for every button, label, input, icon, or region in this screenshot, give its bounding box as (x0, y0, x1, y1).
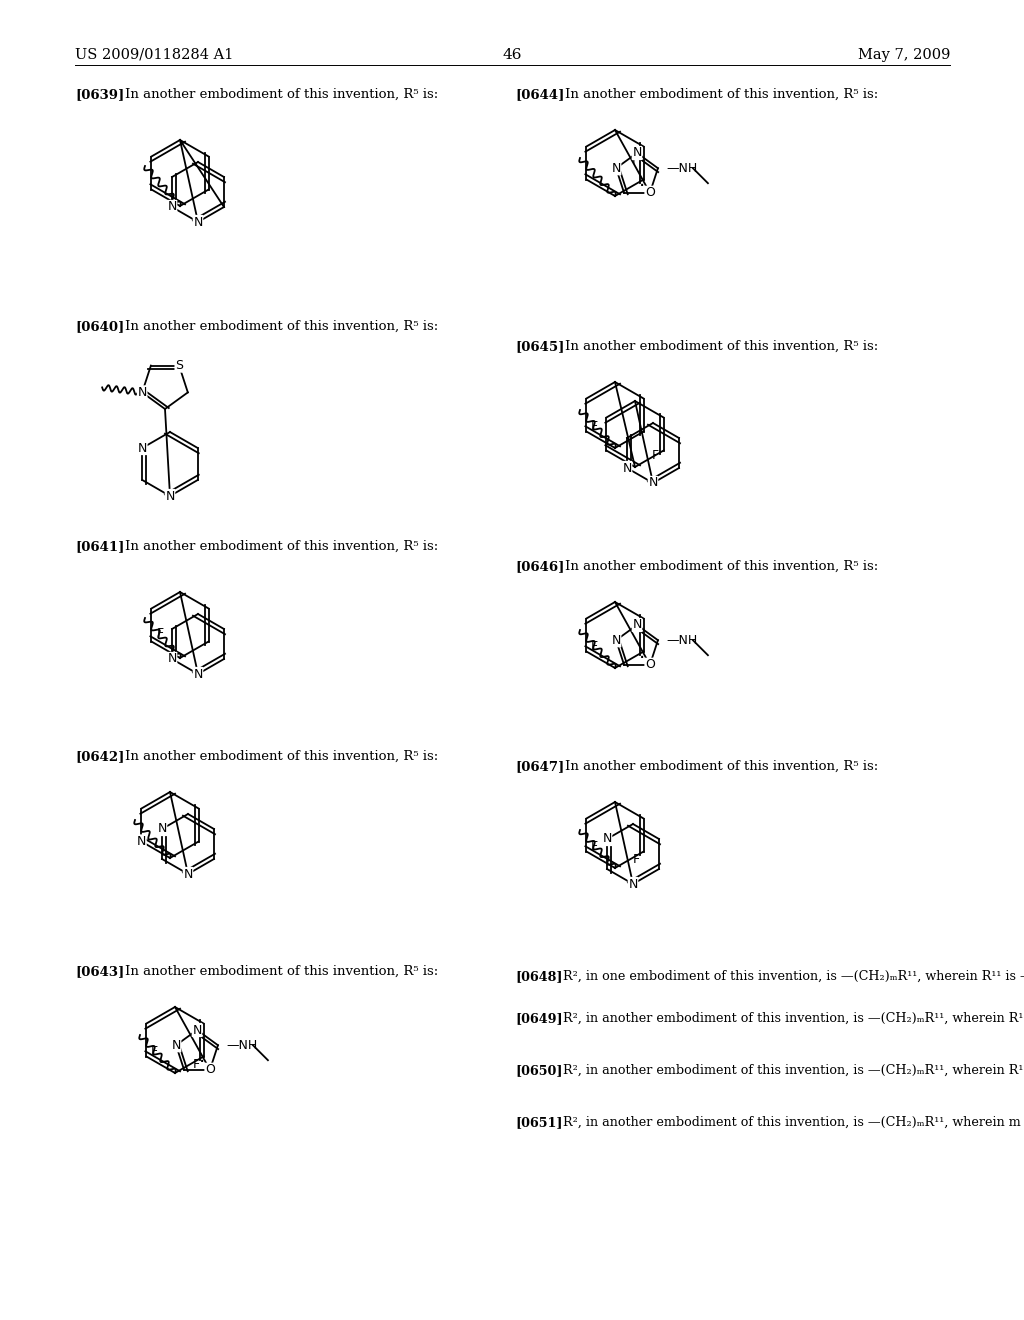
Text: F: F (591, 420, 598, 433)
Text: In another embodiment of this invention, R⁵ is:: In another embodiment of this invention,… (125, 540, 438, 553)
Text: R², in one embodiment of this invention, is —(CH₂)ₘR¹¹, wherein R¹¹ is —OR¹⁰.: R², in one embodiment of this invention,… (563, 970, 1024, 983)
Text: R², in another embodiment of this invention, is —(CH₂)ₘR¹¹, wherein R¹¹ is —OR¹⁰: R², in another embodiment of this invent… (563, 1064, 1024, 1077)
Text: N: N (611, 162, 621, 174)
Text: .: . (199, 1048, 205, 1067)
Text: [0647]: [0647] (515, 760, 564, 774)
Text: [0641]: [0641] (75, 540, 124, 553)
Text: US 2009/0118284 A1: US 2009/0118284 A1 (75, 48, 233, 62)
Text: F: F (632, 154, 639, 168)
Text: [0640]: [0640] (75, 319, 124, 333)
Text: N: N (623, 462, 632, 474)
Text: In another embodiment of this invention, R⁵ is:: In another embodiment of this invention,… (565, 341, 879, 352)
Text: May 7, 2009: May 7, 2009 (858, 48, 950, 62)
Text: N: N (158, 822, 167, 836)
Text: N: N (137, 385, 146, 399)
Text: [0651]: [0651] (515, 1115, 562, 1129)
Text: .: . (639, 643, 645, 661)
Text: F: F (193, 1059, 200, 1071)
Text: In another embodiment of this invention, R⁵ is:: In another embodiment of this invention,… (125, 88, 438, 102)
Text: —NH: —NH (226, 1039, 257, 1052)
Text: In another embodiment of this invention, R⁵ is:: In another embodiment of this invention,… (125, 319, 438, 333)
Text: [0648]: [0648] (515, 970, 562, 983)
Text: In another embodiment of this invention, R⁵ is:: In another embodiment of this invention,… (565, 560, 879, 573)
Text: N: N (648, 477, 657, 490)
Text: In another embodiment of this invention, R⁵ is:: In another embodiment of this invention,… (565, 760, 879, 774)
Text: 46: 46 (502, 48, 522, 62)
Text: F: F (157, 627, 164, 640)
Text: [0645]: [0645] (515, 341, 564, 352)
Text: In another embodiment of this invention, R⁵ is:: In another embodiment of this invention,… (565, 88, 879, 102)
Text: [0643]: [0643] (75, 965, 124, 978)
Text: F: F (151, 1045, 158, 1059)
Text: N: N (165, 490, 175, 503)
Text: .: . (639, 170, 645, 190)
Text: F: F (591, 640, 598, 653)
Text: [0646]: [0646] (515, 560, 564, 573)
Text: —NH: —NH (666, 162, 697, 174)
Text: N: N (629, 878, 638, 891)
Text: N: N (167, 652, 177, 665)
Text: [0642]: [0642] (75, 750, 124, 763)
Text: N: N (171, 1039, 181, 1052)
Text: N: N (137, 441, 147, 454)
Text: N: N (167, 201, 177, 214)
Text: O: O (645, 186, 655, 199)
Text: N: N (611, 634, 621, 647)
Text: N: N (194, 668, 203, 681)
Text: N: N (632, 147, 642, 160)
Text: —NH: —NH (666, 634, 697, 647)
Text: F: F (651, 449, 658, 462)
Text: [0650]: [0650] (515, 1064, 562, 1077)
Text: R², in another embodiment of this invention, is —(CH₂)ₘR¹¹, wherein R¹¹ is —OR¹⁰: R², in another embodiment of this invent… (563, 1012, 1024, 1026)
Text: N: N (183, 867, 193, 880)
Text: F: F (591, 840, 598, 853)
Text: N: N (137, 836, 146, 847)
Text: F: F (633, 853, 640, 866)
Text: [0649]: [0649] (515, 1012, 562, 1026)
Text: N: N (194, 215, 203, 228)
Text: In another embodiment of this invention, R⁵ is:: In another embodiment of this invention,… (125, 750, 438, 763)
Text: R², in another embodiment of this invention, is —(CH₂)ₘR¹¹, wherein m is 1 and R: R², in another embodiment of this invent… (563, 1115, 1024, 1129)
Text: O: O (645, 659, 655, 672)
Text: N: N (632, 619, 642, 631)
Text: [0644]: [0644] (515, 88, 564, 102)
Text: O: O (205, 1064, 215, 1076)
Text: N: N (193, 1023, 202, 1036)
Text: S: S (175, 359, 183, 372)
Text: [0639]: [0639] (75, 88, 124, 102)
Text: N: N (602, 833, 611, 846)
Text: In another embodiment of this invention, R⁵ is:: In another embodiment of this invention,… (125, 965, 438, 978)
